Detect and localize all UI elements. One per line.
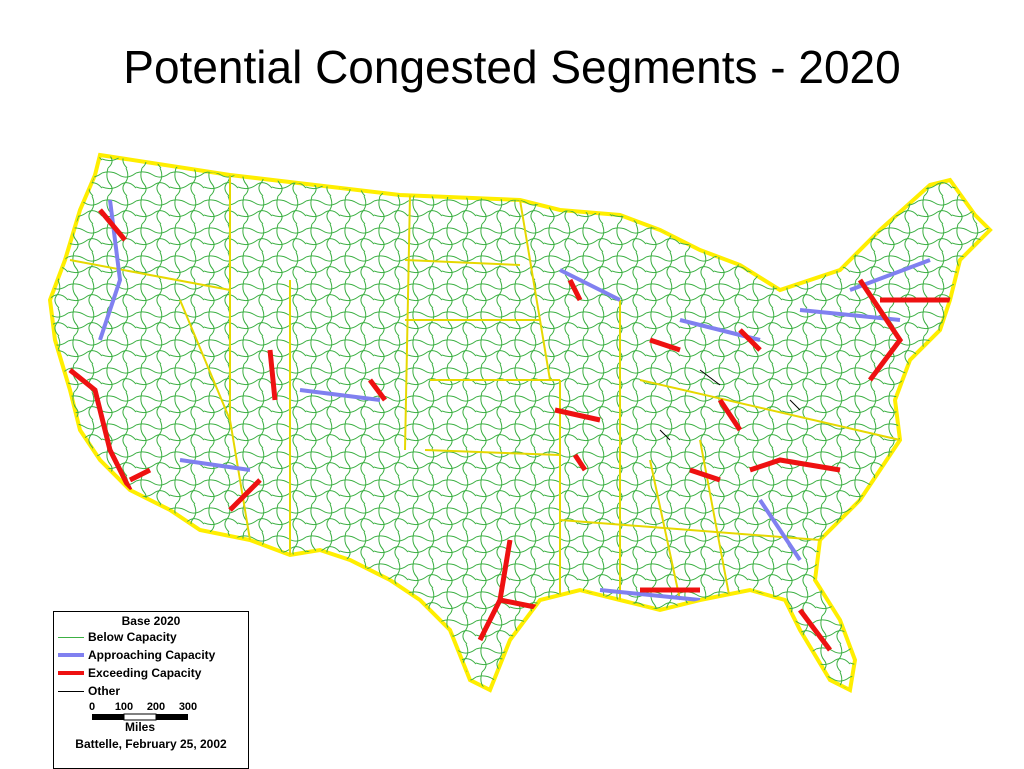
approaching-roads: [98, 199, 931, 602]
other-roads: [659, 369, 801, 441]
exceeding-roads: [68, 208, 950, 652]
scale-label: 300: [179, 701, 197, 713]
scale-label: 0: [89, 701, 95, 713]
scale-label: 100: [115, 701, 133, 713]
scale-segment: [92, 714, 124, 720]
legend-item: Below Capacity: [54, 628, 248, 646]
legend-item: Exceeding Capacity: [54, 664, 248, 682]
state-borders: [69, 175, 901, 601]
legend-title: Base 2020: [121, 614, 181, 628]
credit: Battelle, February 25, 2002: [75, 737, 227, 751]
legend-swatch: [58, 690, 84, 692]
slide-title: Potential Congested Segments - 2020: [123, 41, 901, 93]
scale-segment: [156, 714, 188, 720]
legend-swatch: [58, 671, 84, 675]
legend-label: Approaching Capacity: [88, 648, 216, 662]
legend: Base 2020 Below Capacity Approaching Capa…: [53, 611, 249, 769]
legend-label: Below Capacity: [88, 630, 177, 644]
legend-swatch: [58, 653, 84, 657]
scale-label: 200: [147, 701, 165, 713]
legend-item: Approaching Capacity: [54, 646, 248, 664]
legend-label: Other: [88, 684, 121, 698]
scale-unit: Miles: [125, 720, 155, 734]
scale-bar: 0 100 200 300 Miles: [89, 701, 197, 734]
legend-item: Other: [54, 682, 248, 700]
legend-items: Below Capacity Approaching Capacity Exceed…: [54, 628, 248, 700]
legend-swatch: [58, 636, 84, 638]
legend-label: Exceeding Capacity: [88, 666, 202, 680]
